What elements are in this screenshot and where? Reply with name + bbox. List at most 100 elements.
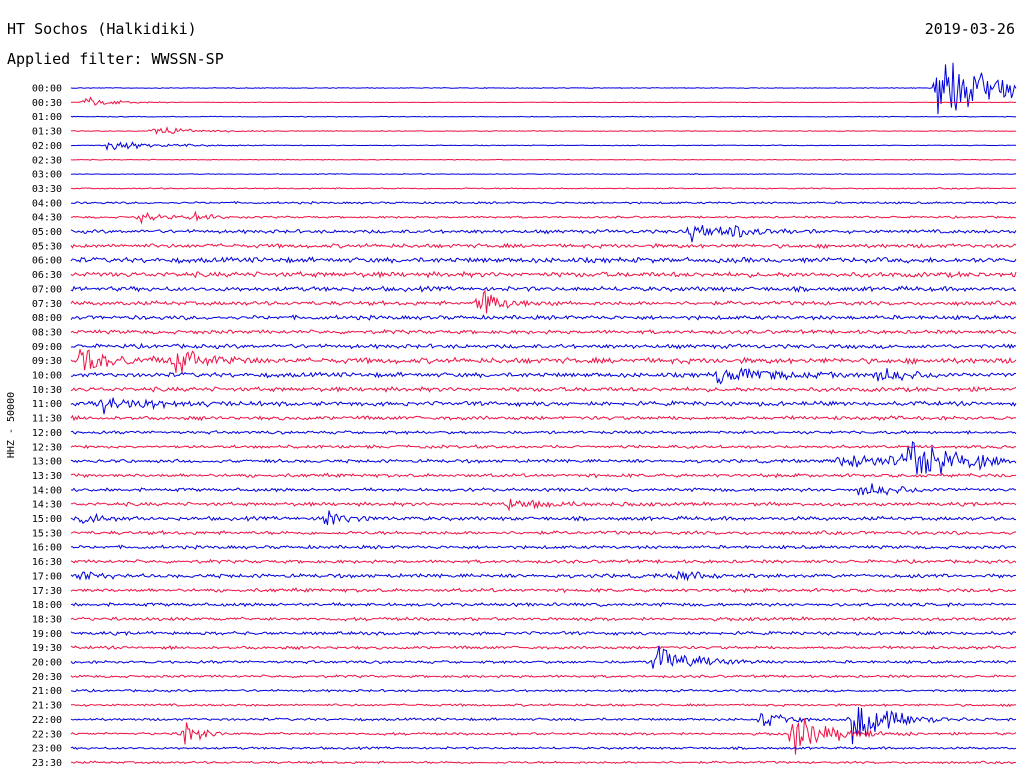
time-label: 22:00 [32, 715, 62, 726]
trace-row [70, 270, 1017, 279]
time-label: 05:00 [32, 227, 62, 238]
time-label: 07:30 [32, 299, 62, 310]
time-label: 23:00 [32, 744, 62, 755]
time-label: 06:00 [32, 256, 62, 267]
trace-row [70, 587, 1017, 594]
time-label: 16:30 [32, 557, 62, 568]
trace-row [71, 544, 1017, 550]
trace-row [71, 367, 1017, 385]
time-label: 00:00 [32, 84, 62, 95]
trace-row [70, 630, 1017, 637]
time-label: 14:30 [32, 500, 62, 511]
time-label: 02:00 [32, 141, 62, 152]
trace-row [71, 187, 1017, 190]
time-label: 03:30 [32, 184, 62, 195]
date-label: 2019-03-26 [924, 20, 1015, 38]
filter-label: Applied filter: WWSSN-SP [7, 50, 224, 68]
trace-row [70, 570, 1017, 582]
trace-row [70, 429, 1017, 435]
time-label: 08:00 [32, 313, 62, 324]
trace-row [70, 483, 1017, 496]
time-label: 18:00 [32, 600, 62, 611]
time-label: 01:00 [32, 112, 62, 123]
time-label: 23:30 [32, 758, 62, 769]
time-label: 10:00 [32, 371, 62, 382]
time-label: 19:00 [32, 629, 62, 640]
time-label: 01:30 [32, 127, 62, 138]
time-label: 17:30 [32, 586, 62, 597]
trace-row [70, 674, 1016, 679]
trace-row [71, 173, 1017, 176]
time-label: 20:30 [32, 672, 62, 683]
time-label: 11:00 [32, 399, 62, 410]
trace-row [70, 126, 1017, 135]
time-label: 08:30 [32, 327, 62, 338]
trace-row [70, 242, 1017, 250]
trace-row [70, 616, 1017, 622]
time-label: 18:30 [32, 614, 62, 625]
time-label: 13:00 [32, 457, 62, 468]
time-label: 22:30 [32, 729, 62, 740]
trace-row [70, 385, 1017, 393]
trace-row [70, 760, 1017, 765]
time-label: 12:00 [32, 428, 62, 439]
trace-row [70, 498, 1017, 512]
station-title: HT Sochos (Halkidiki) [7, 20, 197, 38]
trace-row [70, 440, 1017, 475]
time-label: 05:30 [32, 241, 62, 252]
time-label: 21:30 [32, 701, 62, 712]
trace-row [70, 718, 1017, 755]
time-label: 15:30 [32, 528, 62, 539]
time-label-group: 00:00 00:30 01:00 01:30 02:00 02:30 03:00 03:30… [32, 84, 62, 769]
time-label: 12:30 [32, 442, 62, 453]
trace-row [70, 558, 1017, 565]
trace-row [70, 289, 1017, 314]
time-label: 16:00 [32, 543, 62, 554]
time-label: 09:00 [32, 342, 62, 353]
time-label: 09:30 [32, 356, 62, 367]
trace-row [70, 141, 1017, 152]
trace-group [70, 62, 1017, 765]
time-label: 15:00 [32, 514, 62, 525]
channel-label: HHZ - 50000 [6, 392, 17, 458]
time-label: 14:00 [32, 485, 62, 496]
trace-row [70, 256, 1017, 265]
time-label: 06:30 [32, 270, 62, 281]
trace-row [70, 414, 1017, 422]
trace-row [71, 96, 1017, 106]
time-label: 03:00 [32, 170, 62, 181]
trace-row [70, 746, 1017, 751]
trace-row [70, 510, 1017, 526]
trace-row [70, 472, 1017, 479]
trace-row [70, 688, 1017, 693]
time-label: 04:00 [32, 198, 62, 209]
time-label: 00:30 [32, 98, 62, 109]
trace-row [70, 328, 1017, 335]
time-label: 19:30 [32, 643, 62, 654]
trace-row [70, 115, 1017, 118]
trace-row [70, 706, 1017, 745]
trace-row [70, 444, 1016, 450]
time-label: 07:00 [32, 284, 62, 295]
trace-row [70, 225, 1017, 243]
time-label: 10:30 [32, 385, 62, 396]
time-label: 20:00 [32, 658, 62, 669]
trace-row [70, 210, 1017, 225]
trace-row [70, 601, 1017, 608]
trace-row [70, 314, 1017, 321]
trace-row [70, 200, 1017, 205]
trace-row [70, 62, 1017, 115]
time-label: 17:00 [32, 571, 62, 582]
time-label: 13:30 [32, 471, 62, 482]
time-label: 04:30 [32, 213, 62, 224]
time-label: 11:30 [32, 414, 62, 425]
trace-row [70, 644, 1017, 651]
time-label: 02:30 [32, 155, 62, 166]
trace-row [70, 285, 1017, 293]
trace-row [70, 342, 1017, 350]
trace-row [71, 703, 1017, 708]
trace-row [70, 158, 1017, 161]
trace-row [70, 349, 1017, 373]
time-label: 21:00 [32, 686, 62, 697]
